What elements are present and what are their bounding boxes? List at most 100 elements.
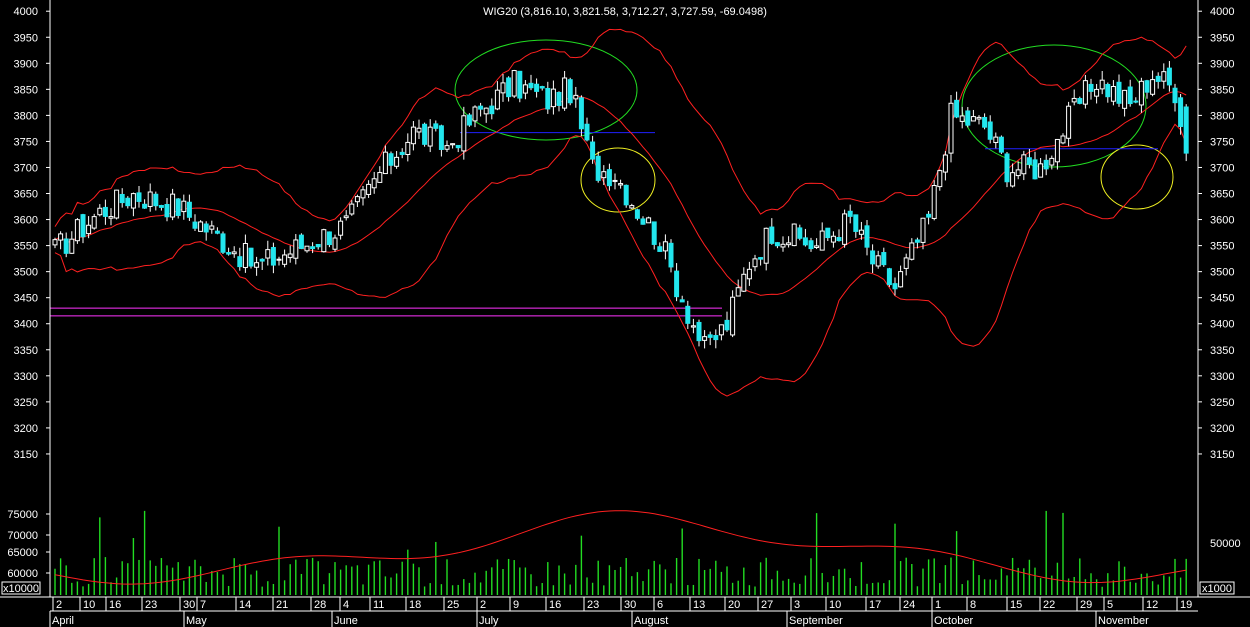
candle-down <box>422 123 428 145</box>
candle-up <box>752 258 758 268</box>
candle-up <box>304 245 310 252</box>
candle-up <box>573 94 579 100</box>
candle-down <box>248 247 254 267</box>
candle-up <box>1015 169 1021 177</box>
month-label: August <box>634 615 668 627</box>
candle-up <box>427 126 433 147</box>
candle-down <box>192 221 198 229</box>
candle-down <box>590 141 596 160</box>
candle-up <box>1150 79 1156 95</box>
candle-up <box>875 255 881 267</box>
day-tick-label: 16 <box>549 599 561 611</box>
ellipse-july-top <box>454 39 638 141</box>
day-tick-label: 1 <box>935 599 941 611</box>
candle-up <box>114 189 120 219</box>
candle-down <box>237 256 243 268</box>
candle-up <box>819 230 825 251</box>
candle-up <box>741 273 747 292</box>
day-tick-label: 15 <box>1010 599 1022 611</box>
candle-up <box>483 107 489 115</box>
candle-up <box>942 154 948 173</box>
candle-down <box>847 210 853 217</box>
price-tick-label: 3450 <box>1210 293 1234 305</box>
candle-down <box>713 335 719 341</box>
candle-up <box>1010 172 1016 187</box>
candle-up <box>959 115 965 122</box>
candle-down <box>1155 75 1161 82</box>
candle-down <box>864 225 870 248</box>
candle-down <box>556 91 562 106</box>
candle-up <box>629 205 635 209</box>
candle-up <box>58 233 64 241</box>
candle-up <box>842 213 848 245</box>
candle-up <box>91 216 97 229</box>
candle-down <box>433 123 439 129</box>
candle-down <box>954 99 960 118</box>
candle-up <box>343 215 349 219</box>
candle-up <box>242 243 248 269</box>
candle-up <box>909 242 915 260</box>
price-tick-label: 3300 <box>14 371 38 383</box>
candle-up <box>601 171 607 179</box>
candle-up <box>746 268 752 280</box>
candle-up <box>1021 154 1027 175</box>
candle-up <box>181 200 187 213</box>
candle-up <box>97 207 103 216</box>
month-label: May <box>186 615 207 627</box>
candle-up <box>494 89 500 110</box>
month-label: September <box>789 615 843 627</box>
day-tick-label: 10 <box>83 599 95 611</box>
candle-down <box>1116 81 1122 104</box>
day-tick-label: 14 <box>239 599 251 611</box>
price-tick-label: 4000 <box>1210 6 1234 18</box>
candle-down <box>175 198 181 216</box>
month-label: July <box>479 615 499 627</box>
candle-up <box>1066 105 1072 139</box>
volume-tick-label: 75000 <box>7 509 38 521</box>
price-tick-label: 3600 <box>1210 215 1234 227</box>
price-tick-label: 3500 <box>1210 267 1234 279</box>
candle-down <box>982 116 988 128</box>
volume-tick-label: 70000 <box>7 530 38 542</box>
price-tick-label: 3550 <box>1210 241 1234 253</box>
candle-down <box>298 234 304 249</box>
candle-down <box>651 221 657 245</box>
candle-down <box>724 319 730 331</box>
candle-up <box>735 287 741 297</box>
candle-down <box>326 231 332 246</box>
month-label: June <box>334 615 358 627</box>
day-tick-label: 6 <box>657 599 663 611</box>
candle-up <box>405 141 411 155</box>
day-tick-label: 19 <box>1180 599 1192 611</box>
candle-down <box>965 110 971 126</box>
day-tick-label: 29 <box>1080 599 1092 611</box>
price-tick-label: 3800 <box>14 110 38 122</box>
candle-up <box>349 203 355 215</box>
candle-down <box>164 204 170 218</box>
candle-up <box>472 106 478 122</box>
candle-down <box>674 270 680 298</box>
candle-down <box>186 201 192 218</box>
candle-down <box>1026 157 1032 165</box>
candle-up <box>52 239 58 246</box>
candle-down <box>567 79 573 104</box>
day-tick-label: 18 <box>409 599 421 611</box>
candle-down <box>758 257 764 260</box>
month-label: April <box>52 615 74 627</box>
candle-up <box>931 185 937 219</box>
price-tick-label: 3350 <box>14 345 38 357</box>
candle-up <box>198 221 204 232</box>
candle-up <box>74 219 80 242</box>
chart-title: WIG20 (3,816.10, 3,821.58, 3,712.27, 3,7… <box>483 6 767 18</box>
volume-unit-box <box>1 581 41 595</box>
candle-up <box>108 216 114 219</box>
candle-up <box>338 220 344 236</box>
candle-down <box>226 252 232 255</box>
day-tick-label: 24 <box>903 599 915 611</box>
candle-down <box>1088 83 1094 92</box>
candle-down <box>914 239 920 243</box>
candle-down <box>1178 97 1184 127</box>
candle-up <box>618 183 624 186</box>
day-tick-label: 4 <box>343 599 349 611</box>
